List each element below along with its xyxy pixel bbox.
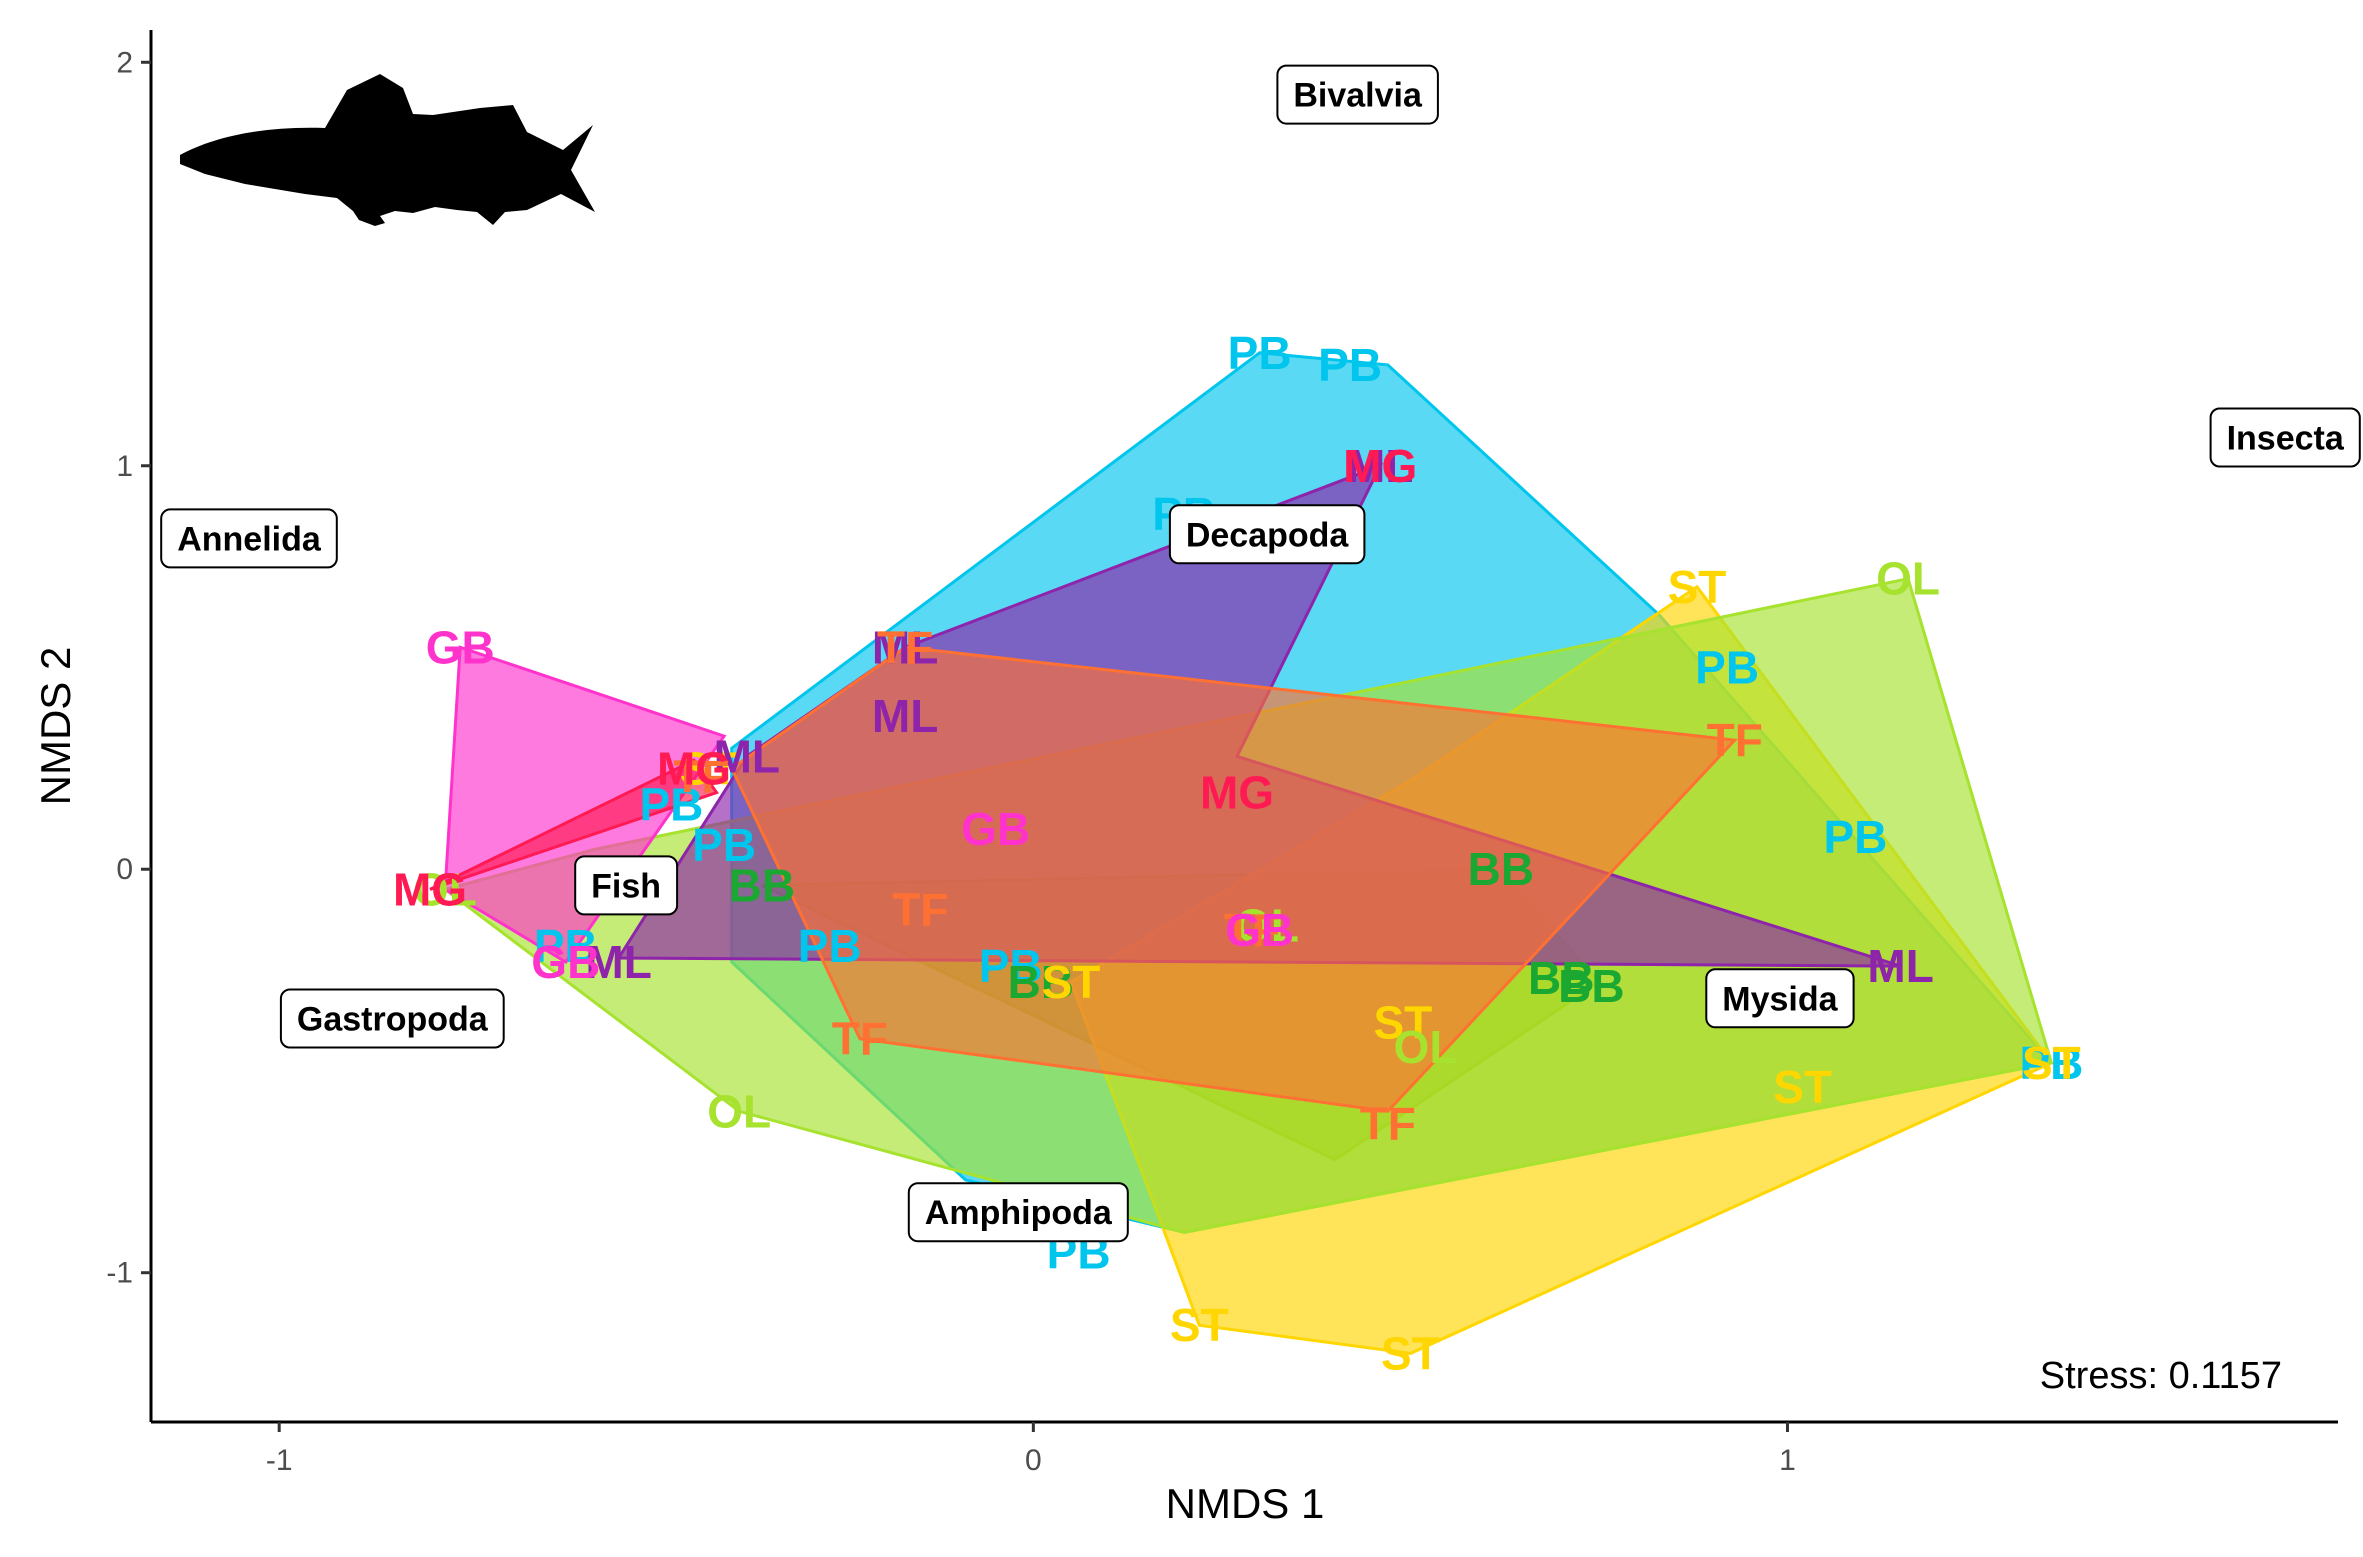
x-tick-label: 1 bbox=[1779, 1444, 1796, 1477]
taxon-label-gastropoda: Gastropoda bbox=[279, 988, 505, 1049]
point-label-st: ST bbox=[680, 742, 739, 794]
axes bbox=[149, 30, 2338, 1424]
fish-silhouette-icon bbox=[180, 74, 595, 226]
point-label-pb: PB bbox=[534, 920, 598, 972]
point-label-tf: TF bbox=[877, 621, 933, 673]
taxon-label-mysida: Mysida bbox=[1705, 968, 1855, 1029]
point-label-st: ST bbox=[1170, 1299, 1229, 1351]
point-label-pb: PB bbox=[798, 920, 862, 972]
point-label-ml: ML bbox=[872, 621, 938, 673]
point-label-ol: OL bbox=[707, 1085, 771, 1137]
point-label-tf: TF bbox=[892, 884, 948, 936]
point-label-tf: TF bbox=[673, 750, 729, 802]
point-label-ol: OL bbox=[1235, 900, 1299, 952]
point-label-mg: MG bbox=[1343, 440, 1417, 492]
y-axis-title: NMDS 2 bbox=[32, 647, 79, 806]
point-label-tf: TF bbox=[1224, 904, 1280, 956]
taxon-label-amphipoda: Amphipoda bbox=[907, 1182, 1129, 1243]
point-label-st: ST bbox=[1773, 1061, 1832, 1113]
taxon-name: Amphipoda bbox=[925, 1194, 1113, 1232]
point-label-ol: OL bbox=[413, 863, 477, 915]
point-label-bb: BB bbox=[729, 859, 795, 911]
point-label-gb: GB bbox=[1225, 904, 1294, 956]
taxon-box bbox=[1705, 968, 1855, 1029]
point-label-ml: ML bbox=[872, 690, 938, 742]
point-label-gb: GB bbox=[426, 621, 495, 673]
taxon-name: Bivalvia bbox=[1293, 77, 1423, 115]
taxon-label-decapoda: Decapoda bbox=[1168, 504, 1366, 565]
point-label-mg: MG bbox=[1200, 767, 1274, 819]
point-label-mg: MG bbox=[657, 742, 731, 794]
point-label-ml: ML bbox=[1347, 440, 1413, 492]
taxon-box bbox=[907, 1182, 1129, 1243]
point-label-tf: TF bbox=[832, 1013, 888, 1065]
point-label-pb: PB bbox=[1228, 327, 1292, 379]
hull-mg bbox=[429, 758, 719, 891]
point-label-pb: PB bbox=[1823, 811, 1887, 863]
point-label-ol: OL bbox=[1394, 1021, 1458, 1073]
taxon-box bbox=[160, 508, 338, 569]
point-label-bb: BB bbox=[1468, 843, 1534, 895]
point-label-bb: BB bbox=[1008, 956, 1074, 1008]
point-label-st: ST bbox=[1668, 561, 1727, 613]
y-tick-label: 0 bbox=[116, 853, 133, 886]
point-label-mg: MG bbox=[393, 863, 467, 915]
taxon-box bbox=[1276, 64, 1439, 125]
point-label-st: ST bbox=[1381, 1327, 1440, 1379]
point-label-pb: PB bbox=[639, 779, 703, 831]
taxon-box bbox=[2209, 407, 2361, 468]
point-labels: PBPBPBPBPBPBPBPBPBPBPBPBBBBBBBBBBBSTSTST… bbox=[393, 327, 2083, 1380]
taxon-name: Fish bbox=[591, 867, 661, 905]
taxon-name: Mysida bbox=[1722, 980, 1838, 1018]
hull-tf bbox=[729, 645, 1738, 1113]
y-tick-label: 2 bbox=[116, 46, 133, 79]
taxon-name: Annelida bbox=[177, 520, 322, 558]
taxon-box bbox=[1168, 504, 1366, 565]
taxon-name: Decapoda bbox=[1186, 516, 1350, 554]
axis-ticks: -1 0 1 -1 0 1 2 bbox=[106, 46, 1796, 1477]
y-tick-label: -1 bbox=[106, 1257, 133, 1290]
group-hulls bbox=[429, 351, 2055, 1355]
x-axis-title: NMDS 1 bbox=[1166, 1480, 1325, 1527]
taxon-label-fish: Fish bbox=[574, 855, 679, 916]
taxon-label-insecta: Insecta bbox=[2209, 407, 2361, 468]
stress-value: Stress: 0.1157 bbox=[2040, 1355, 2282, 1397]
x-tick-label: -1 bbox=[266, 1444, 293, 1477]
point-label-st: ST bbox=[2022, 1037, 2081, 1089]
point-label-pb: PB bbox=[692, 819, 756, 871]
point-label-st: ST bbox=[1042, 956, 1101, 1008]
point-label-st: ST bbox=[1374, 997, 1433, 1049]
taxon-name: Gastropoda bbox=[297, 1001, 489, 1039]
point-label-pb: PB bbox=[1695, 642, 1759, 694]
point-label-pb: PB bbox=[1318, 339, 1382, 391]
point-label-pb: PB bbox=[979, 940, 1043, 992]
taxon-label-bivalvia: Bivalvia bbox=[1276, 64, 1439, 125]
hull-gb bbox=[443, 645, 727, 965]
x-tick-label: 0 bbox=[1025, 1444, 1042, 1477]
point-label-ml: ML bbox=[714, 730, 780, 782]
taxon-box bbox=[279, 988, 505, 1049]
point-label-bb: BB bbox=[1558, 960, 1624, 1012]
taxon-name: Insecta bbox=[2227, 420, 2345, 458]
taxon-labels: Bivalvia Insecta Annelida Decapoda Fish Gastr… bbox=[160, 64, 2361, 1243]
point-label-tf: TF bbox=[1707, 714, 1763, 766]
taxon-box bbox=[574, 855, 679, 916]
point-label-ml: ML bbox=[1867, 940, 1933, 992]
y-tick-label: 1 bbox=[116, 450, 133, 483]
point-label-gb: GB bbox=[531, 936, 600, 988]
point-label-ol: OL bbox=[1876, 553, 1940, 605]
point-label-gb: GB bbox=[961, 803, 1030, 855]
point-label-ml: ML bbox=[585, 936, 651, 988]
point-label-bb: BB bbox=[1528, 952, 1594, 1004]
taxon-label-annelida: Annelida bbox=[160, 508, 338, 569]
point-label-pb: PB bbox=[2019, 1037, 2083, 1089]
point-label-tf: TF bbox=[1360, 1097, 1416, 1149]
